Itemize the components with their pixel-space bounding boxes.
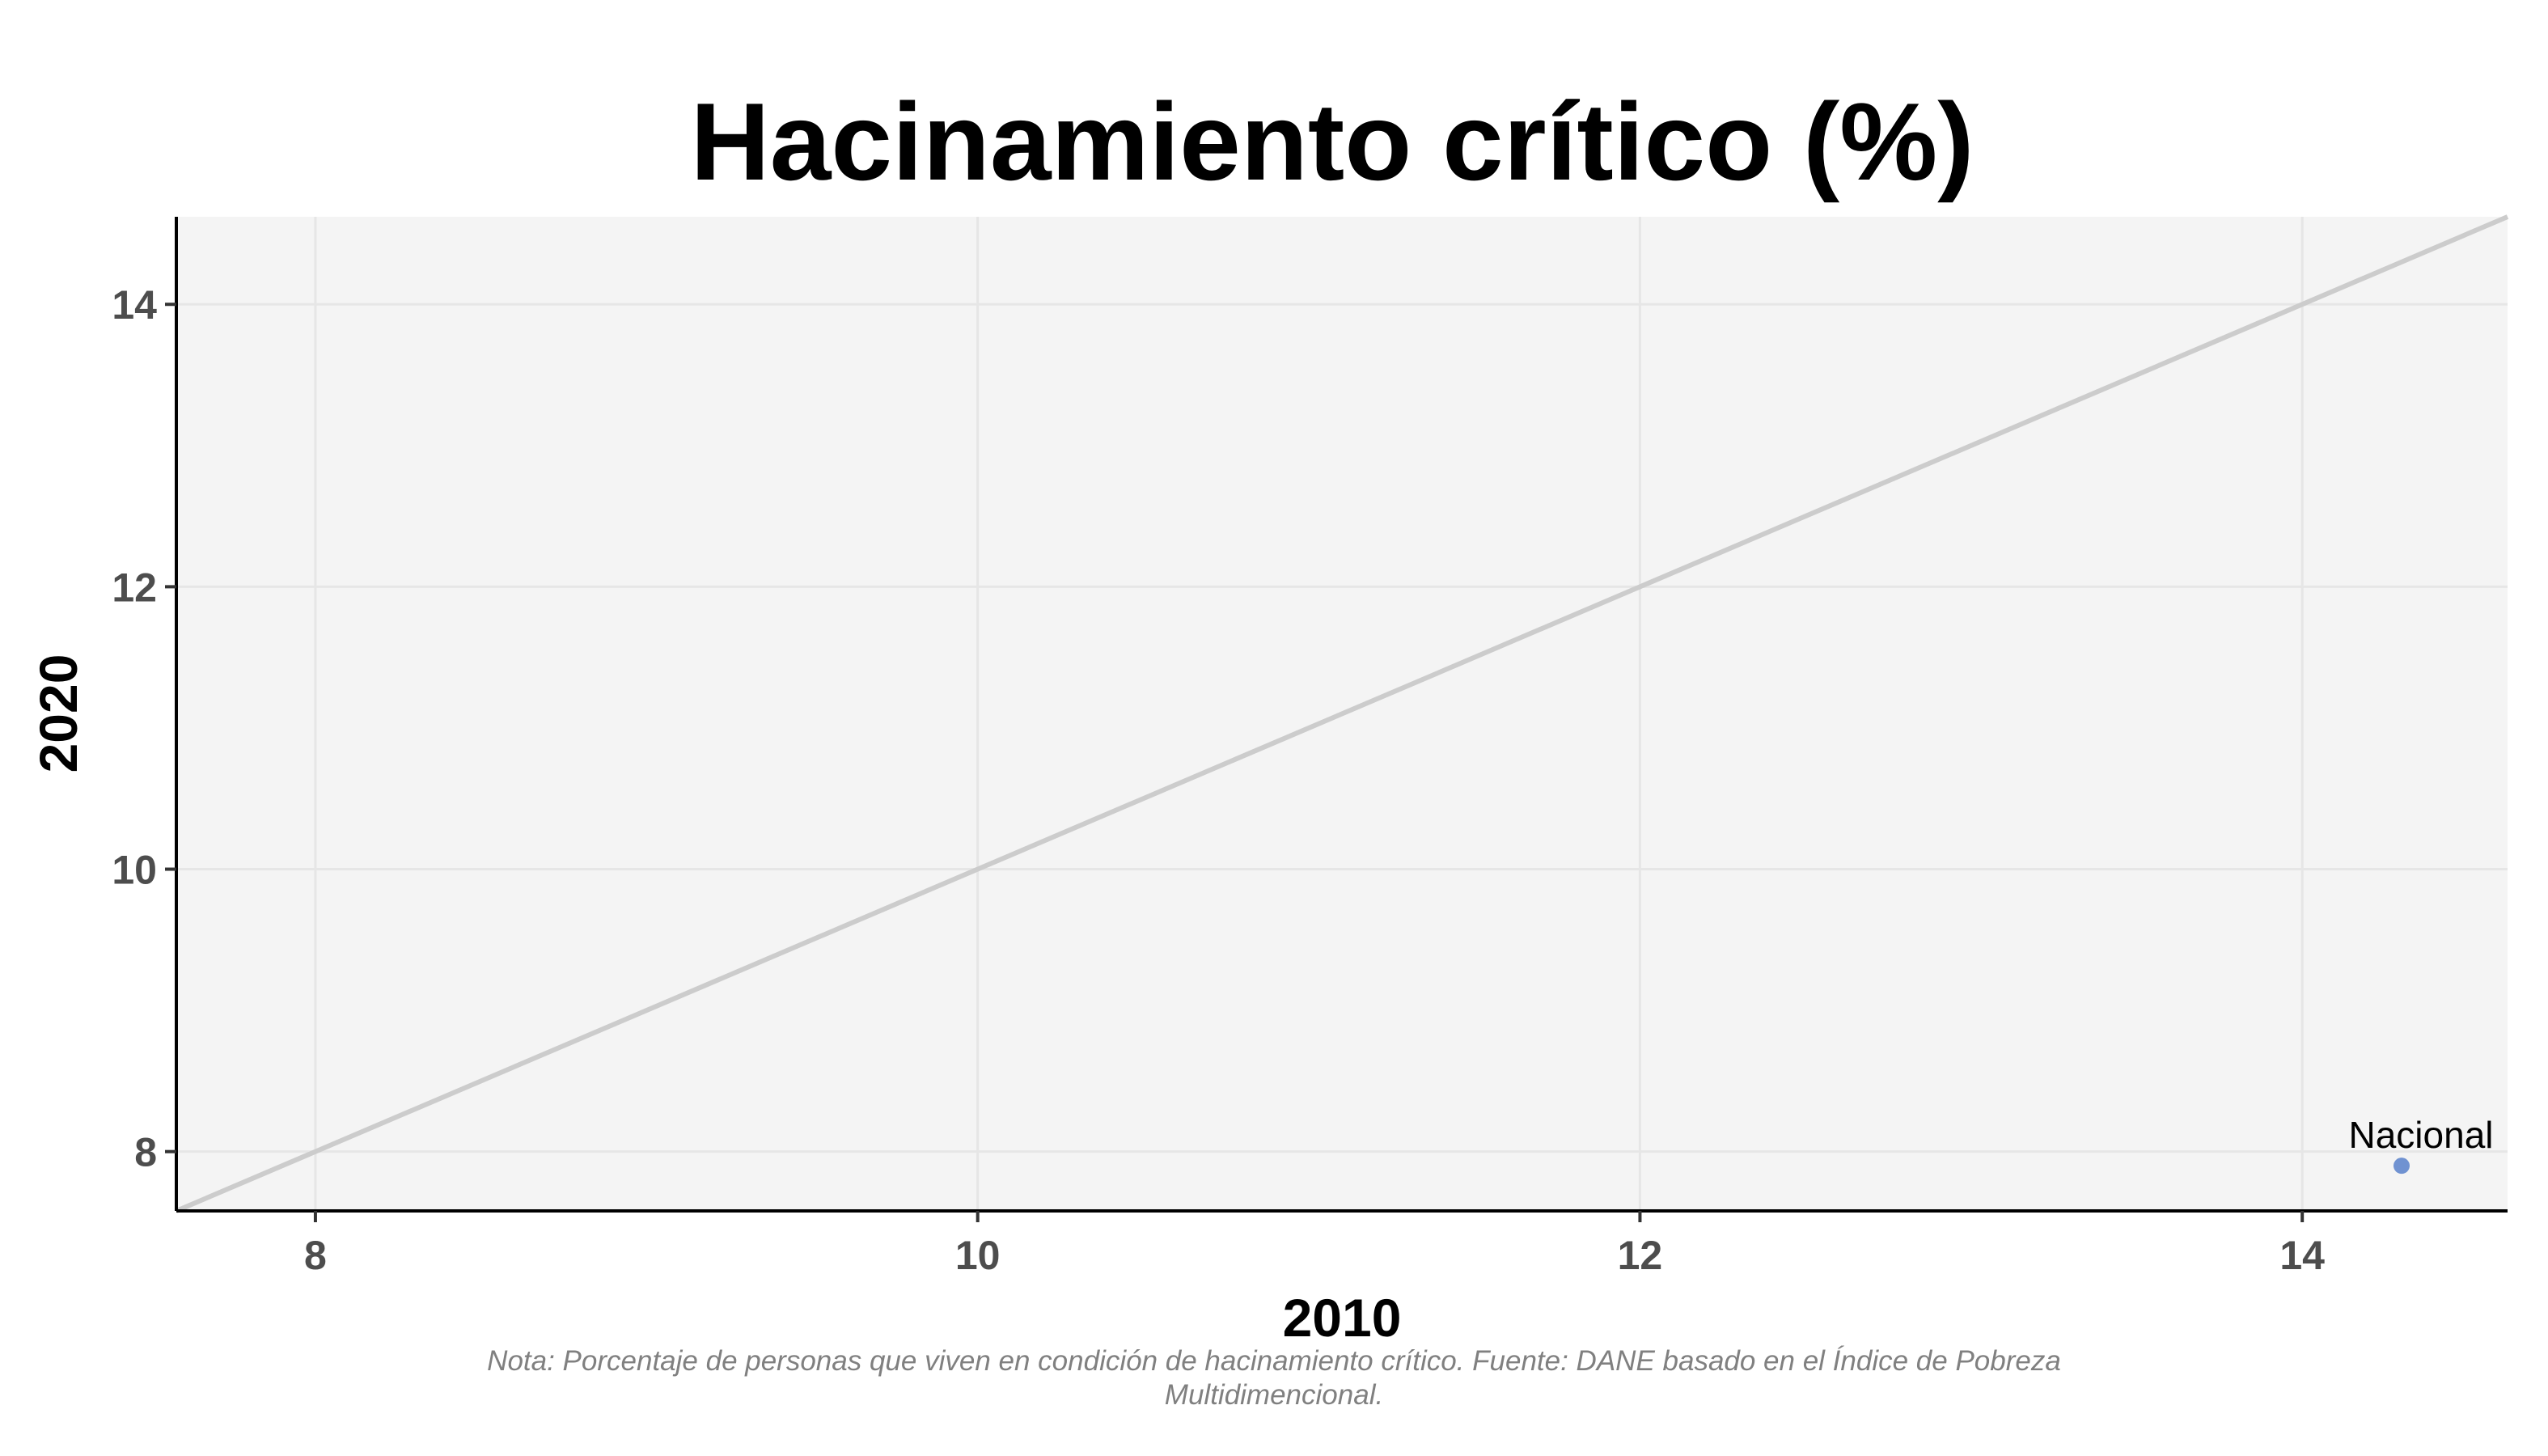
x-tick-label: 8	[304, 1233, 327, 1278]
x-tick-label: 10	[955, 1233, 1001, 1278]
y-tick-label: 12	[112, 565, 157, 610]
x-axis-ticks: 8 10 12 14	[304, 1211, 2325, 1278]
data-points: Nacional	[2349, 1114, 2494, 1175]
data-point-label: Nacional	[2349, 1114, 2494, 1156]
grid-lines	[176, 217, 2508, 1211]
reference-line	[175, 214, 2509, 1213]
x-tick-label: 12	[1618, 1233, 1663, 1278]
y-tick-label: 10	[112, 848, 157, 893]
axes	[175, 217, 2508, 1213]
x-axis-title: 2010	[1283, 1288, 1402, 1348]
y-tick-label: 8	[134, 1130, 157, 1175]
x-tick-label: 14	[2279, 1233, 2325, 1278]
data-point	[2394, 1158, 2410, 1175]
y-tick-label: 14	[112, 282, 157, 328]
y-axis-ticks: 8 10 12 14	[112, 282, 176, 1175]
chart-title: Hacinamiento crítico (%)	[691, 80, 1974, 203]
y-axis-title: 2020	[28, 654, 88, 773]
chart-caption: Nota: Porcentaje de personas que viven e…	[487, 1345, 2061, 1411]
